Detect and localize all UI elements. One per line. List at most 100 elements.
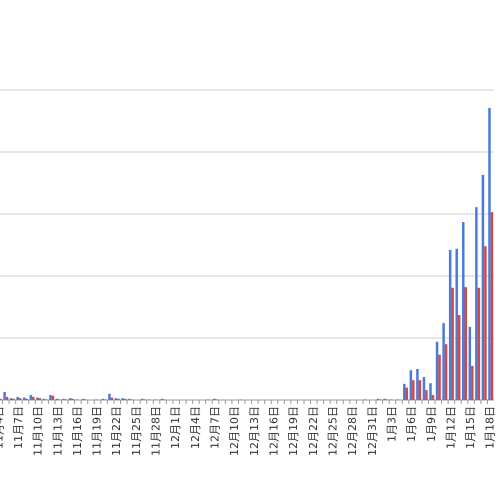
- bar: [383, 398, 386, 400]
- x-tick-label: 12月7日: [209, 406, 222, 449]
- bar: [130, 399, 133, 400]
- bar: [0, 398, 2, 400]
- bar: [471, 365, 474, 400]
- bar: [147, 399, 150, 400]
- x-tick-label: 11月4日: [0, 406, 5, 449]
- bar: [68, 398, 72, 400]
- bar: [117, 398, 120, 400]
- bar: [429, 383, 432, 400]
- bar: [45, 399, 48, 400]
- bar: [475, 207, 478, 400]
- bar: [418, 380, 422, 400]
- x-tick-label: 11月16日: [71, 406, 84, 456]
- bar: [490, 212, 494, 400]
- x-tick-label: 12月4日: [189, 406, 202, 449]
- bar: [62, 398, 65, 400]
- bar: [95, 399, 98, 400]
- x-tick-label: 12月10日: [228, 406, 241, 456]
- bar: [5, 396, 9, 400]
- bar: [104, 399, 107, 400]
- bar: [444, 344, 448, 400]
- bar: [385, 399, 389, 400]
- x-tick-label: 1月9日: [425, 406, 438, 442]
- x-tick-label: 1月3日: [385, 406, 398, 442]
- bar: [71, 398, 74, 400]
- bar: [213, 398, 216, 400]
- bar: [451, 287, 454, 400]
- bar: [403, 383, 406, 400]
- bar: [389, 399, 393, 400]
- x-tick-label: 1月18日: [484, 406, 497, 449]
- bar: [9, 398, 13, 400]
- x-tick-label: 12月13日: [248, 406, 261, 456]
- x-tick-label: 11月25日: [130, 406, 143, 456]
- bar: [481, 174, 485, 400]
- bar: [29, 395, 33, 400]
- x-tick-label: 12月1日: [169, 406, 182, 449]
- x-tick-label: 12月25日: [326, 406, 339, 456]
- bar: [484, 246, 487, 400]
- bar: [448, 249, 452, 400]
- bar: [379, 399, 382, 400]
- bar: [22, 397, 26, 400]
- bar: [409, 370, 413, 400]
- bar: [488, 107, 491, 400]
- bar: [114, 398, 118, 400]
- bar: [32, 396, 35, 400]
- bar: [55, 398, 59, 400]
- x-tick-label: 11月28日: [150, 406, 163, 456]
- bar: [163, 399, 166, 400]
- bar: [81, 398, 85, 400]
- bar: [101, 398, 105, 400]
- bar: [457, 315, 461, 400]
- x-tick-label: 12月31日: [366, 406, 379, 456]
- bar: [51, 395, 55, 400]
- bar: [468, 326, 472, 400]
- bar: [215, 399, 219, 400]
- bar: [110, 397, 114, 400]
- bar: [75, 399, 78, 400]
- x-tick-label: 12月28日: [346, 406, 359, 456]
- bar: [154, 399, 157, 400]
- x-tick-label: 1月6日: [405, 406, 418, 442]
- x-tick-label: 11月19日: [91, 406, 104, 456]
- bar: [422, 377, 426, 400]
- bar: [405, 387, 409, 400]
- bar: [16, 396, 19, 400]
- bar: [143, 399, 146, 400]
- bar: [455, 248, 458, 400]
- bar: [396, 399, 399, 400]
- bar: [462, 222, 465, 400]
- bar: [58, 399, 61, 400]
- bar: [84, 399, 87, 400]
- bar: [416, 369, 419, 400]
- bar: [38, 398, 42, 400]
- bar: [442, 323, 445, 400]
- bar: [239, 399, 242, 400]
- bar: [477, 287, 481, 400]
- bar: [363, 399, 367, 400]
- x-tick-label: 11月7日: [12, 406, 25, 449]
- bar: [435, 341, 439, 400]
- bar: [36, 397, 39, 400]
- bar: [12, 398, 15, 400]
- bar: [25, 398, 28, 400]
- bar: [49, 395, 52, 400]
- bar: [431, 395, 435, 400]
- x-tick-label: 1月15日: [464, 406, 477, 449]
- bar: [121, 398, 124, 400]
- x-tick-label: 1月12日: [444, 406, 457, 449]
- bar: [376, 398, 380, 400]
- x-tick-label: 11月22日: [110, 406, 123, 456]
- bar: [464, 287, 468, 400]
- x-tick-label: 11月10日: [32, 406, 45, 456]
- x-tick-label: 12月16日: [267, 406, 280, 456]
- bar: [206, 399, 209, 400]
- x-tick-label: 12月22日: [307, 406, 320, 456]
- bar: [18, 398, 22, 400]
- bar: [160, 398, 164, 400]
- bar: [425, 390, 428, 400]
- bar: [140, 398, 144, 400]
- bar: [127, 398, 131, 400]
